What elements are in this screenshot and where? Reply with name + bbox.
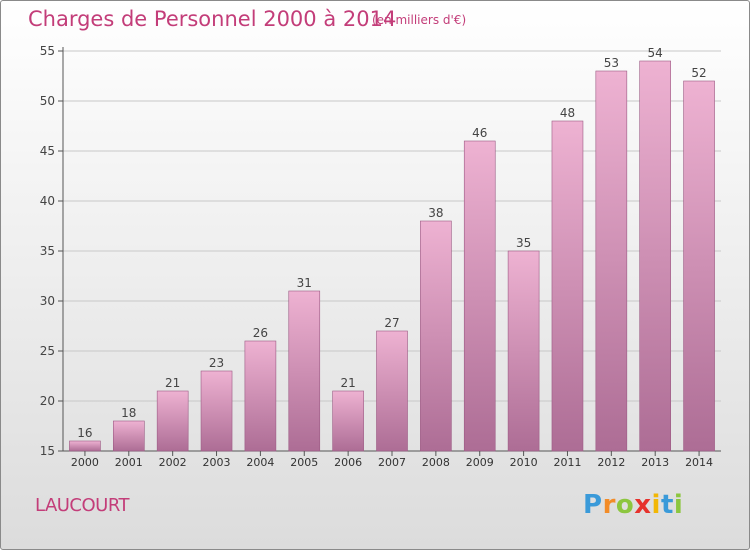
data-label: 35 (516, 236, 531, 250)
x-tick-label: 2005 (290, 456, 318, 469)
logo-letter: i (673, 490, 684, 520)
bar (551, 120, 584, 452)
data-label: 21 (340, 376, 355, 390)
logo-letter: r (602, 490, 616, 520)
data-label: 38 (428, 206, 443, 220)
data-label: 48 (560, 106, 575, 120)
data-label: 21 (165, 376, 180, 390)
bar (595, 70, 628, 452)
y-tick-labels: 15 20 25 30 35 40 45 50 55 (40, 44, 63, 458)
x-tick-label: 2012 (597, 456, 625, 469)
x-tick-label: 2008 (422, 456, 450, 469)
y-tick-label: 40 (40, 194, 55, 208)
y-tick-label: 20 (40, 394, 55, 408)
y-tick-label: 15 (40, 444, 55, 458)
x-tick-label: 2006 (334, 456, 362, 469)
y-tick-label: 55 (40, 44, 55, 58)
logo-letter: x (634, 490, 652, 520)
bar (420, 220, 452, 452)
proxiti-logo: Proxiti (583, 490, 683, 520)
logo-letter: o (615, 490, 635, 520)
place-name: LAUCOURT (35, 495, 130, 516)
bars (69, 60, 715, 452)
x-tick-label: 2004 (246, 456, 274, 469)
bar (156, 390, 189, 452)
y-tick-label: 45 (40, 144, 55, 158)
x-tick-label: 2011 (553, 456, 581, 469)
bar (463, 140, 496, 452)
chart-title: Charges de Personnel 2000 à 2014 (28, 7, 397, 31)
x-tick-label: 2010 (510, 456, 538, 469)
data-label: 31 (297, 276, 312, 290)
x-tick-label: 2000 (71, 456, 99, 469)
y-tick-label: 50 (40, 94, 55, 108)
logo-letter: i (651, 490, 661, 520)
bar (639, 60, 672, 452)
data-label: 53 (604, 56, 619, 70)
x-tick-label: 2009 (466, 456, 494, 469)
data-label: 18 (121, 406, 136, 420)
x-tick-label: 2013 (641, 456, 669, 469)
data-label: 52 (691, 66, 706, 80)
data-label: 54 (648, 46, 663, 60)
data-label: 23 (209, 356, 224, 370)
data-label: 27 (384, 316, 399, 330)
x-tick-label: 2003 (203, 456, 231, 469)
x-tick-label: 2002 (159, 456, 187, 469)
y-tick-label: 25 (40, 344, 55, 358)
bar (244, 340, 277, 452)
bar (200, 370, 233, 452)
data-label: 26 (253, 326, 268, 340)
x-tick-label: 2014 (685, 456, 713, 469)
x-tick-label: 2007 (378, 456, 406, 469)
chart-subtitle: (en milliers d'€) (372, 13, 467, 27)
bar (332, 390, 364, 452)
x-tick-label: 2001 (115, 456, 143, 469)
data-labels: 16 18 21 23 26 31 21 27 38 46 35 48 53 54 52 (77, 46, 706, 440)
bar (113, 420, 145, 452)
data-label: 16 (77, 426, 92, 440)
bar (376, 330, 408, 452)
y-tick-label: 35 (40, 244, 55, 258)
logo-letter: P (583, 490, 603, 520)
data-label: 46 (472, 126, 487, 140)
bar (683, 80, 715, 452)
logo-letter: t (660, 490, 674, 520)
bar (507, 250, 540, 452)
x-tick-labels: 2000 2001 2002 2003 2004 2005 2006 2007 2008 2009… (71, 451, 713, 469)
y-tick-label: 30 (40, 294, 55, 308)
bar (69, 440, 101, 452)
bar (288, 290, 321, 452)
